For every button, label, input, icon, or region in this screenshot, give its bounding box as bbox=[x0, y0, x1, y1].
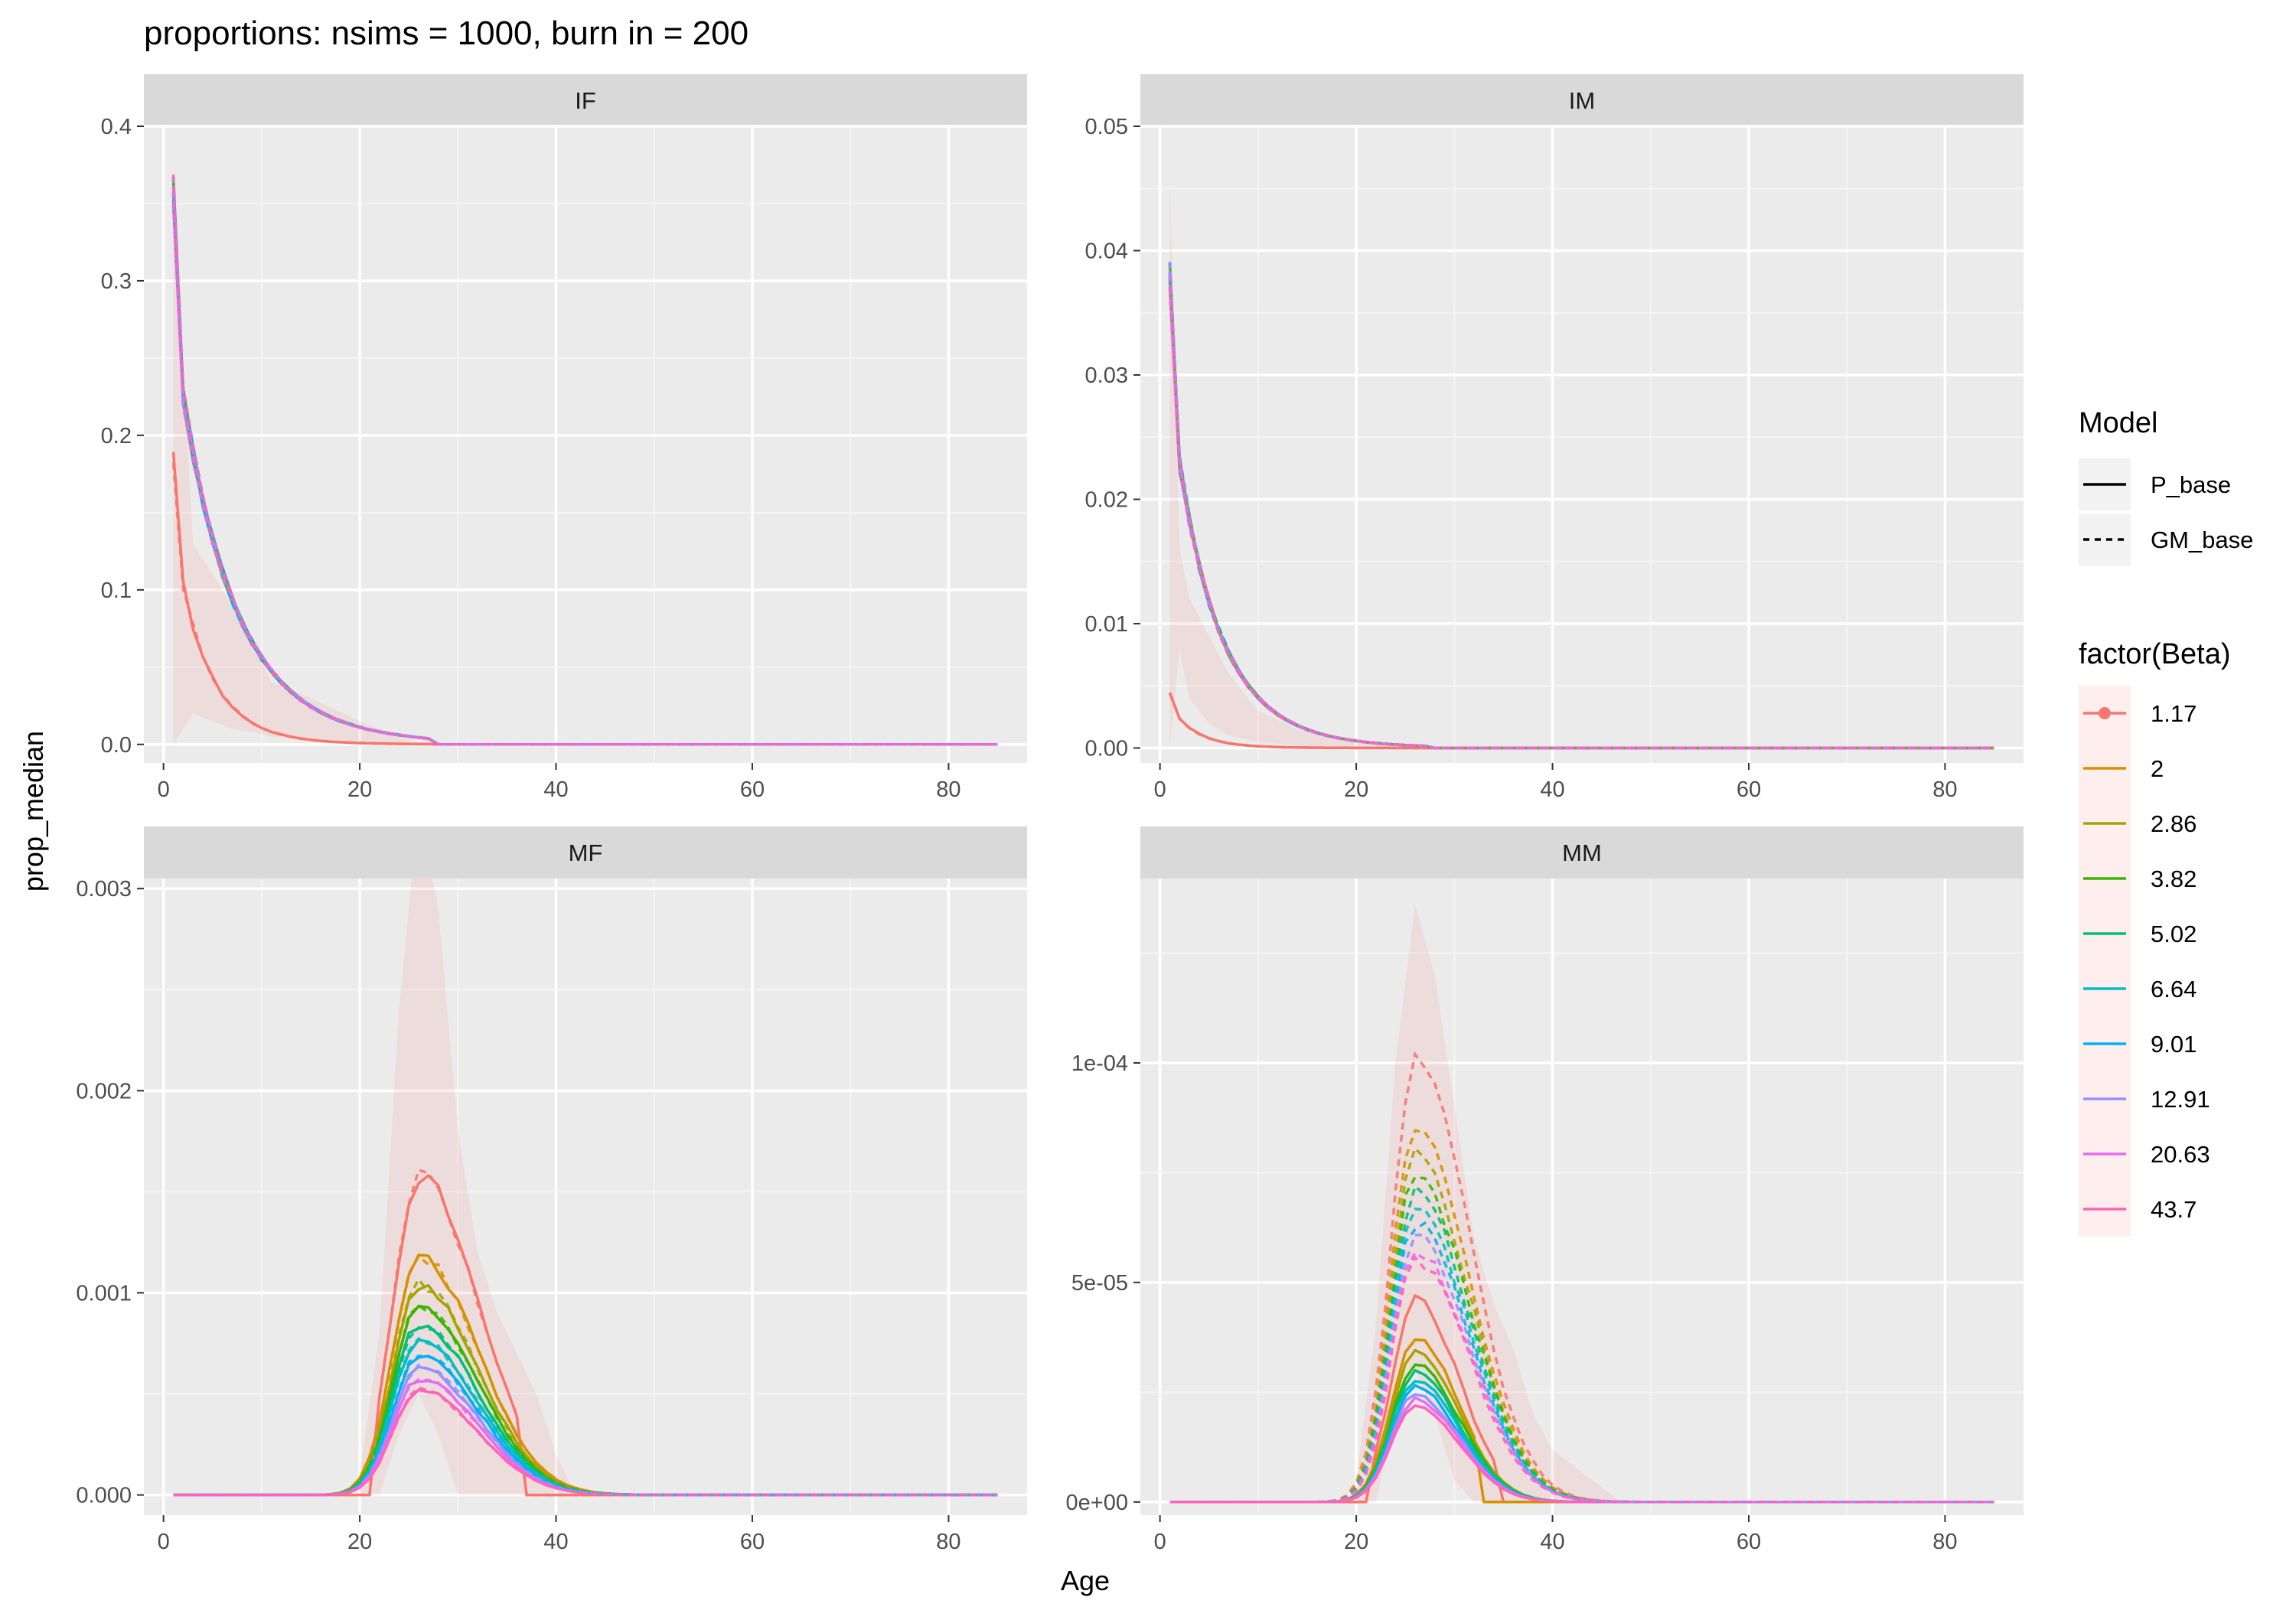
x-tick-label: 40 bbox=[1540, 777, 1564, 802]
x-tick-label: 60 bbox=[740, 777, 765, 802]
legend-beta-label: 2 bbox=[2151, 755, 2164, 782]
x-tick-label: 0 bbox=[1154, 777, 1166, 802]
x-tick-label: 40 bbox=[543, 1530, 568, 1554]
x-tick-label: 80 bbox=[936, 777, 960, 802]
panel-strip-label: IM bbox=[1569, 87, 1595, 114]
legend-beta-label: 2.86 bbox=[2151, 810, 2197, 837]
x-tick-label: 80 bbox=[1932, 777, 1957, 802]
legend-beta-point bbox=[2099, 707, 2111, 719]
panel-strip bbox=[144, 74, 1027, 126]
y-tick-label: 0.04 bbox=[1085, 240, 1128, 264]
y-tick-label: 0.05 bbox=[1085, 115, 1128, 139]
series-lines bbox=[1169, 1051, 1994, 1504]
y-tick-label: 1e-04 bbox=[1071, 1051, 1128, 1076]
legend-beta-label: 3.82 bbox=[2151, 865, 2197, 892]
y-tick-label: 0.1 bbox=[101, 579, 132, 603]
legend-beta-label: 12.91 bbox=[2151, 1086, 2210, 1113]
legend-beta: factor(Beta) 1.17 2 2.86 3.82 5.02 6.64 9.01 12… bbox=[2079, 638, 2231, 1237]
x-axis-label: Age bbox=[1061, 1565, 1110, 1596]
panel-if: IF 0 20 40 60 80 0.0 0.1 0.2 0.3 0.4 bbox=[101, 74, 1027, 802]
y-axis-label: prop_median bbox=[18, 731, 49, 892]
legend-beta-label: 20.63 bbox=[2151, 1141, 2210, 1168]
panel-plot-area bbox=[173, 878, 998, 1497]
panel-im: IM 0 20 40 60 80 0.00 0.01 0.02 0.03 0.04 0.05 bbox=[1085, 74, 2024, 802]
panel-background bbox=[1140, 126, 2024, 763]
x-tick-label: 80 bbox=[1932, 1530, 1957, 1554]
x-tick-label: 20 bbox=[347, 777, 372, 802]
y-tick-label: 0.001 bbox=[76, 1281, 132, 1305]
panel-grid bbox=[1140, 125, 2024, 763]
panel-plot-area bbox=[1169, 905, 1994, 1504]
legend-beta-label: 1.17 bbox=[2151, 700, 2197, 727]
y-tick-label: 0.000 bbox=[76, 1484, 132, 1508]
x-tick-label: 0 bbox=[158, 777, 170, 802]
y-tick-label: 0.003 bbox=[76, 877, 132, 901]
legend-model: Model P_base GM_base bbox=[2079, 407, 2253, 566]
x-tick-label: 40 bbox=[1540, 1530, 1564, 1554]
series-line-gm-base-43.7 bbox=[173, 1386, 998, 1497]
confidence-band bbox=[173, 187, 419, 745]
panel-strip bbox=[144, 826, 1027, 878]
legend-model-title: Model bbox=[2079, 407, 2158, 439]
legend-beta-label: 9.01 bbox=[2151, 1031, 2197, 1058]
x-tick-label: 0 bbox=[158, 1530, 170, 1554]
series-line-gm-base-43.7 bbox=[1168, 288, 1994, 750]
panel-mm: MM 0 20 40 60 80 0e+00 5e-05 1e-04 bbox=[1066, 826, 2024, 1554]
legend-beta-label: 43.7 bbox=[2151, 1196, 2197, 1223]
panel-strip-label: MM bbox=[1562, 839, 1602, 866]
confidence-band bbox=[360, 878, 576, 1495]
panel-background bbox=[144, 126, 1027, 763]
legend-beta-label: 5.02 bbox=[2151, 921, 2197, 947]
y-tick-label: 0.03 bbox=[1085, 363, 1128, 388]
series-lines bbox=[1168, 261, 1994, 750]
legend-beta-title: factor(Beta) bbox=[2079, 638, 2231, 670]
panel-plot-area bbox=[1168, 176, 1994, 750]
y-tick-label: 0.01 bbox=[1085, 612, 1128, 637]
chart-title: proportions: nsims = 1000, burn in = 200 bbox=[144, 15, 748, 52]
series-line-gm-base-20.63 bbox=[171, 191, 998, 746]
y-tick-label: 0.2 bbox=[101, 424, 132, 448]
y-tick-label: 0.4 bbox=[101, 115, 132, 139]
series-line-gm-base-43.7 bbox=[171, 174, 998, 746]
panel-background bbox=[1140, 878, 2024, 1515]
confidence-band bbox=[1169, 176, 1416, 748]
x-tick-label: 60 bbox=[1737, 1530, 1761, 1554]
x-tick-label: 20 bbox=[1344, 777, 1368, 802]
panel-background bbox=[144, 878, 1027, 1515]
panel-mf: MF 0 20 40 60 80 0.000 0.001 0.002 0.003 bbox=[76, 826, 1027, 1554]
y-tick-label: 0.3 bbox=[101, 269, 132, 294]
panel-strip-label: IF bbox=[575, 87, 596, 114]
y-tick-label: 0.02 bbox=[1085, 488, 1128, 513]
x-tick-label: 60 bbox=[1737, 777, 1761, 802]
y-tick-label: 0.00 bbox=[1085, 737, 1128, 761]
x-tick-label: 40 bbox=[543, 777, 568, 802]
panel-plot-area bbox=[171, 174, 998, 746]
panel-strip-label: MF bbox=[569, 839, 603, 866]
x-tick-label: 20 bbox=[1344, 1530, 1368, 1554]
legend-model-label: P_base bbox=[2151, 471, 2231, 498]
series-lines bbox=[173, 1168, 998, 1497]
x-tick-label: 60 bbox=[740, 1530, 765, 1554]
panel-grid bbox=[144, 125, 1027, 763]
series-line-gm-base-43.7 bbox=[1169, 1254, 1994, 1504]
panel-strip bbox=[1140, 74, 2024, 126]
panels: IF 0 20 40 60 80 0.0 0.1 0.2 0.3 0.4 IM 0 20 40 60 80 0.0… bbox=[76, 74, 2024, 1554]
x-tick-label: 0 bbox=[1154, 1530, 1166, 1554]
y-tick-label: 5e-05 bbox=[1071, 1271, 1128, 1296]
x-tick-label: 80 bbox=[936, 1530, 960, 1554]
y-tick-label: 0.002 bbox=[76, 1079, 132, 1103]
series-lines bbox=[171, 174, 998, 746]
y-tick-label: 0.0 bbox=[101, 733, 132, 758]
legend-beta-label: 6.64 bbox=[2151, 976, 2197, 1002]
legend-model-label: GM_base bbox=[2151, 526, 2253, 553]
panel-grid bbox=[144, 878, 1027, 1515]
panel-strip bbox=[1140, 826, 2024, 878]
x-tick-label: 20 bbox=[347, 1530, 372, 1554]
y-tick-label: 0e+00 bbox=[1066, 1491, 1128, 1515]
